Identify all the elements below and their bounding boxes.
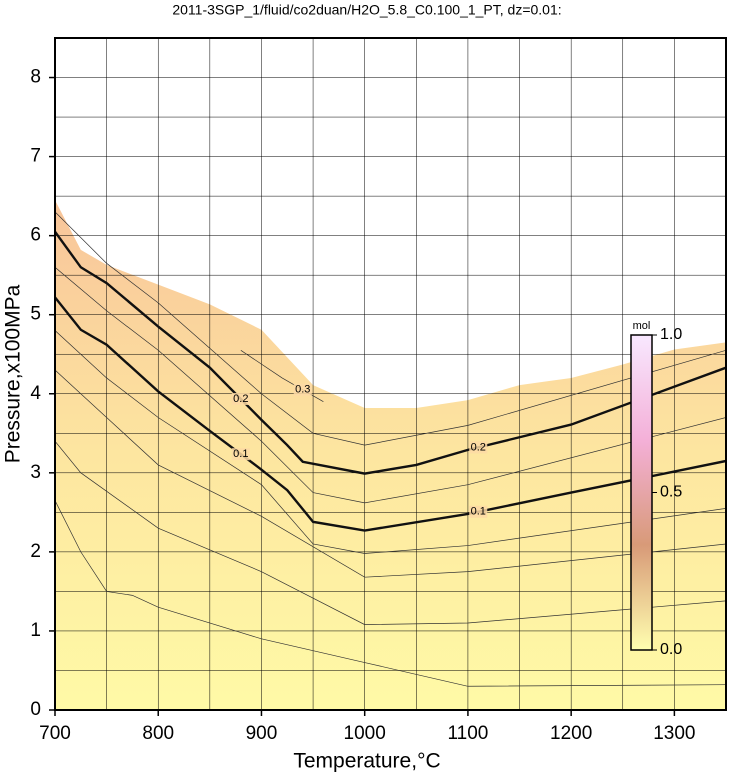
y-axis-label: Pressure,x100MPa xyxy=(2,284,25,463)
y-tick-label: 7 xyxy=(30,146,41,167)
y-tick-label: 5 xyxy=(30,304,41,325)
colorbar-tick-label: 0.0 xyxy=(660,641,682,658)
contour-label: 0.2 xyxy=(471,441,486,453)
x-axis-label: Temperature,°C xyxy=(293,750,440,773)
y-tick-label: 4 xyxy=(30,383,41,404)
x-tick-label: 1200 xyxy=(550,723,592,744)
chart-title: 2011-3SGP_1/fluid/co2duan/H2O_5.8_C0.100… xyxy=(172,2,561,18)
plot-frame xyxy=(54,37,727,711)
contour-label-bg xyxy=(231,392,250,405)
x-tick-label: 700 xyxy=(39,723,71,744)
contour-label-bg xyxy=(469,505,488,518)
colorbar-tick-label: 1.0 xyxy=(660,326,682,343)
contour-label: 0.3 xyxy=(295,384,310,396)
plot-area: 0.1 0.1 0.2 0.2 0.3 xyxy=(55,38,726,710)
y-tick-label: 1 xyxy=(30,620,41,641)
contour-label-bg xyxy=(231,448,250,461)
y-tick-label: 8 xyxy=(30,67,41,88)
contour-line xyxy=(55,230,726,475)
contour-label-bg xyxy=(293,383,312,396)
contour-line xyxy=(55,440,726,625)
contour-line xyxy=(55,330,726,554)
contour-line xyxy=(55,369,726,578)
y-tick-label: 0 xyxy=(30,699,41,720)
y-tick-label: 2 xyxy=(30,541,41,562)
y-tick-label: 6 xyxy=(30,225,41,246)
colorbar xyxy=(630,334,653,651)
contour-label-bg xyxy=(469,441,488,454)
x-tick-label: 1300 xyxy=(653,723,695,744)
contour-label: 0.1 xyxy=(233,448,248,460)
colorbar-tick-label: 0.5 xyxy=(660,484,682,501)
contour-line xyxy=(55,211,726,446)
contour-label: 0.2 xyxy=(233,393,248,405)
x-tick-label: 900 xyxy=(246,723,278,744)
x-tick-label: 1000 xyxy=(344,723,386,744)
contour-label: 0.1 xyxy=(471,506,486,518)
colorbar-label: mol xyxy=(633,320,651,332)
x-tick-label: 800 xyxy=(142,723,174,744)
contour-line xyxy=(55,267,726,504)
x-tick-label: 1100 xyxy=(447,723,488,744)
data-region xyxy=(55,200,726,710)
y-tick-label: 3 xyxy=(30,462,41,483)
contour-line xyxy=(55,500,726,687)
